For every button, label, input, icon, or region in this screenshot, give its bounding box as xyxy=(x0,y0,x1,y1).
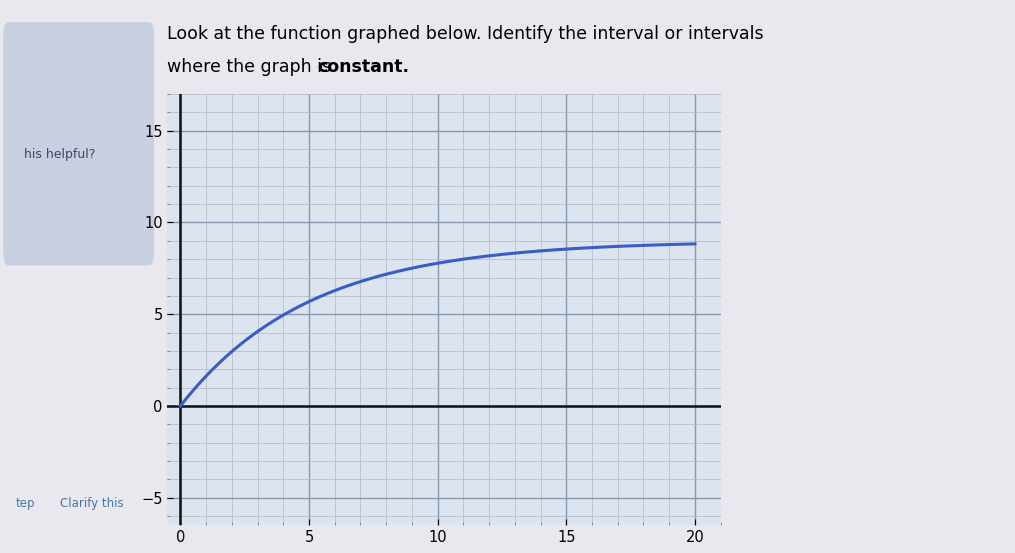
Text: his helpful?: his helpful? xyxy=(23,148,95,161)
Text: Look at the function graphed below. Identify the interval or intervals: Look at the function graphed below. Iden… xyxy=(167,25,764,43)
Text: tep: tep xyxy=(15,497,36,510)
FancyBboxPatch shape xyxy=(3,22,154,265)
Text: constant.: constant. xyxy=(318,58,410,76)
Text: Clarify this: Clarify this xyxy=(60,497,124,510)
Text: where the graph is: where the graph is xyxy=(167,58,337,76)
